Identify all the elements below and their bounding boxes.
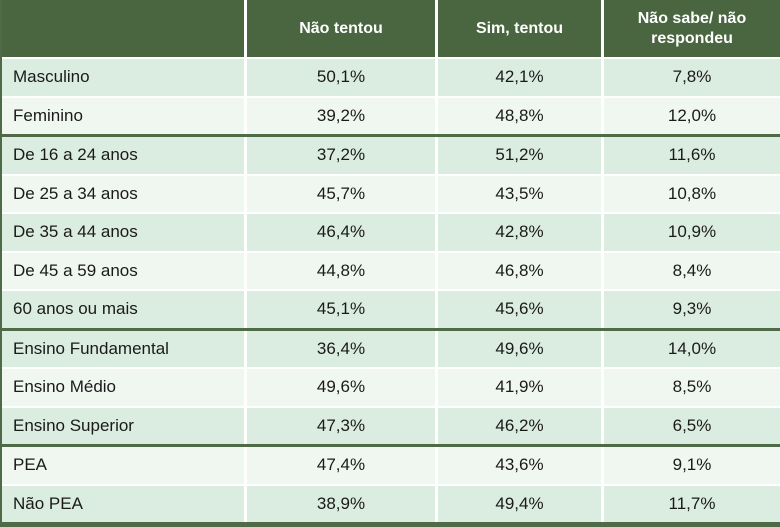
table-row: Ensino Superior 47,3% 46,2% 6,5% — [2, 405, 780, 444]
row-label: Feminino — [2, 97, 244, 134]
table-row: De 45 a 59 anos 44,8% 46,8% 8,4% — [2, 250, 780, 289]
cell-value: 11,7% — [601, 485, 780, 522]
cell-value: 49,6% — [244, 369, 435, 406]
cell-value: 11,6% — [601, 137, 780, 174]
cell-value: 39,2% — [244, 97, 435, 134]
cell-value: 42,8% — [435, 214, 601, 251]
cell-value: 48,8% — [435, 97, 601, 134]
cell-value: 49,4% — [435, 485, 601, 522]
table-row: 60 anos ou mais 45,1% 45,6% 9,3% — [2, 289, 780, 328]
table-row: Ensino Médio 49,6% 41,9% 8,5% — [2, 367, 780, 406]
column-header-label: Não sabe/ não respondeu — [637, 9, 747, 47]
table-row: PEA 47,4% 43,6% 9,1% — [2, 444, 780, 484]
cell-value: 12,0% — [601, 97, 780, 134]
cell-value: 8,4% — [601, 252, 780, 289]
table-row: De 16 a 24 anos 37,2% 51,2% 11,6% — [2, 134, 780, 174]
table-row: Não PEA 38,9% 49,4% 11,7% — [2, 483, 780, 522]
cell-value: 8,5% — [601, 369, 780, 406]
cell-value: 9,3% — [601, 291, 780, 328]
cell-value: 50,1% — [244, 59, 435, 96]
cell-value: 7,8% — [601, 59, 780, 96]
row-label: Ensino Superior — [2, 407, 244, 444]
cell-value: 36,4% — [244, 330, 435, 367]
table-row: Masculino 50,1% 42,1% 7,8% — [2, 57, 780, 96]
row-label: Ensino Fundamental — [2, 330, 244, 367]
cell-value: 45,7% — [244, 175, 435, 212]
cell-value: 37,2% — [244, 137, 435, 174]
cell-value: 45,1% — [244, 291, 435, 328]
column-header-label: Sim, tentou — [475, 19, 564, 37]
table-row: Ensino Fundamental 36,4% 49,6% 14,0% — [2, 327, 780, 367]
cell-value: 46,8% — [435, 252, 601, 289]
row-label: Não PEA — [2, 485, 244, 522]
cell-value: 10,9% — [601, 214, 780, 251]
column-header-label: Não tentou — [299, 19, 383, 37]
row-label: Masculino — [2, 59, 244, 96]
cell-value: 43,5% — [435, 175, 601, 212]
row-label: PEA — [2, 447, 244, 484]
cell-value: 41,9% — [435, 369, 601, 406]
cell-value: 47,4% — [244, 447, 435, 484]
header-cell-2: Sim, tentou — [435, 0, 601, 57]
cell-value: 14,0% — [601, 330, 780, 367]
cell-value: 49,6% — [435, 330, 601, 367]
row-label: 60 anos ou mais — [2, 291, 244, 328]
table-row: De 35 a 44 anos 46,4% 42,8% 10,9% — [2, 212, 780, 251]
table-row: De 25 a 34 anos 45,7% 43,5% 10,8% — [2, 173, 780, 212]
row-label: De 25 a 34 anos — [2, 175, 244, 212]
cell-value: 9,1% — [601, 447, 780, 484]
row-label: Ensino Médio — [2, 369, 244, 406]
table-header-row: Não tentou Sim, tentou Não sabe/ não respo… — [2, 0, 780, 57]
cell-value: 6,5% — [601, 407, 780, 444]
row-label: De 35 a 44 anos — [2, 214, 244, 251]
cell-value: 46,2% — [435, 407, 601, 444]
cell-value: 38,9% — [244, 485, 435, 522]
cell-value: 43,6% — [435, 447, 601, 484]
header-cell-3: Não sabe/ não respondeu — [601, 0, 780, 57]
cell-value: 10,8% — [601, 175, 780, 212]
cell-value: 45,6% — [435, 291, 601, 328]
row-label: De 45 a 59 anos — [2, 252, 244, 289]
cell-value: 42,1% — [435, 59, 601, 96]
cell-value: 46,4% — [244, 214, 435, 251]
header-cell-category — [2, 0, 244, 57]
header-cell-1: Não tentou — [244, 0, 435, 57]
table-row: Feminino 39,2% 48,8% 12,0% — [2, 95, 780, 134]
cell-value: 51,2% — [435, 137, 601, 174]
row-label: De 16 a 24 anos — [2, 137, 244, 174]
cell-value: 47,3% — [244, 407, 435, 444]
cell-value: 44,8% — [244, 252, 435, 289]
